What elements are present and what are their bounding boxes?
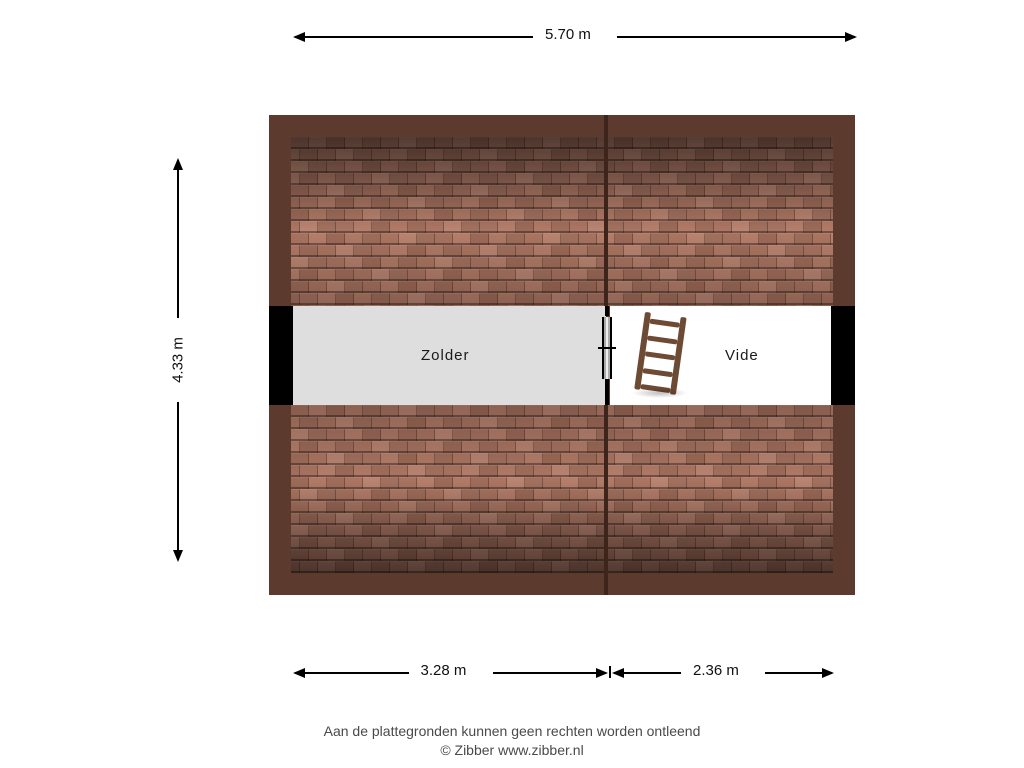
- dim-top-arrow-l: [293, 32, 305, 42]
- dim-top-line-l: [295, 36, 533, 38]
- ladder-shadow: [632, 388, 688, 398]
- dim-bottom-right-line-l: [614, 672, 681, 674]
- dim-bottom-left-arrow-l: [293, 668, 305, 678]
- wall-left: [269, 306, 293, 405]
- dim-left-arrow-t: [173, 158, 183, 170]
- partition-top: [605, 306, 609, 316]
- dim-left-line-t: [177, 160, 179, 318]
- roof-panel-top: [291, 137, 833, 306]
- dim-top-label: 5.70 m: [545, 26, 591, 43]
- dim-left-arrow-b: [173, 550, 183, 562]
- dim-bottom-left-label: 3.28 m: [421, 662, 467, 679]
- dim-bottom-tick: [609, 666, 611, 678]
- dim-bottom-right-arrow-r: [822, 668, 834, 678]
- dim-top-arrow-r: [845, 32, 857, 42]
- roof-panel-bottom: [291, 405, 833, 573]
- partition-bottom: [605, 379, 609, 405]
- footer: Aan de plattegronden kunnen geen rechten…: [0, 722, 1024, 760]
- dim-bottom-left-line-r: [493, 672, 607, 674]
- dim-top-line-r: [617, 36, 855, 38]
- dim-left-line-b: [177, 402, 179, 560]
- door-handle-line: [598, 347, 616, 349]
- dim-bottom-left-arrow-r: [596, 668, 608, 678]
- dim-bottom-right-arrow-l: [612, 668, 624, 678]
- dim-left-label: 4.33 m: [170, 337, 187, 383]
- label-vide: Vide: [725, 347, 759, 364]
- dim-bottom-right-label: 2.36 m: [693, 662, 739, 679]
- label-zolder: Zolder: [421, 347, 470, 364]
- dim-bottom-left-line-l: [295, 672, 409, 674]
- wall-right: [831, 306, 855, 405]
- footer-line-1: Aan de plattegronden kunnen geen rechten…: [0, 722, 1024, 741]
- footer-line-2: © Zibber www.zibber.nl: [0, 741, 1024, 760]
